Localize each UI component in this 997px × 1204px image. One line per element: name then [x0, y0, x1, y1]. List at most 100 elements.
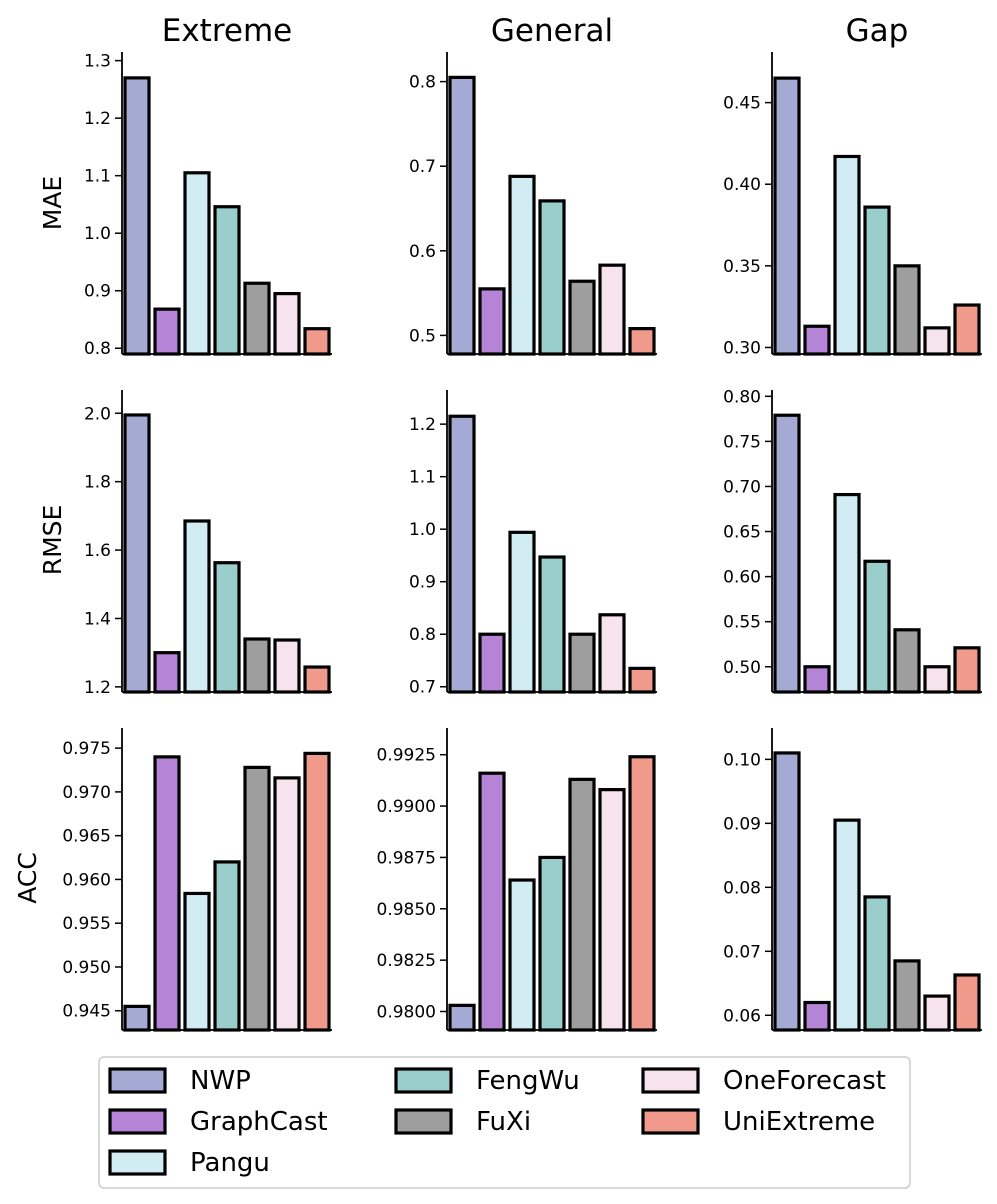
y-tick-label: 0.40 [723, 175, 761, 195]
bar-uniextreme [628, 327, 656, 356]
bar-graphcast [153, 755, 181, 1032]
legend-label: FengWu [476, 1066, 580, 1096]
y-tick-label: 0.07 [723, 942, 761, 962]
bar-pangu [833, 818, 861, 1032]
bar-pangu [508, 878, 536, 1032]
bar-fuxi [568, 279, 596, 356]
y-tick-label: 0.35 [723, 257, 761, 277]
bar-oneforecast [598, 613, 626, 694]
y-tick-label: 0.7 [409, 157, 436, 177]
bar-oneforecast [598, 788, 626, 1032]
bar-pangu [833, 492, 861, 694]
panel-mae-extreme: 0.8 0.9 1.0 1.1 1.2 1.3 [84, 52, 332, 359]
legend-item-fuxi: FuXi [394, 1107, 531, 1137]
y-tick-label: 0.960 [62, 870, 111, 890]
y-tick-label: 0.9800 [377, 1003, 436, 1023]
column-title-extreme: Extreme [162, 13, 293, 49]
bar-oneforecast [923, 326, 951, 356]
bar-fengwu [213, 205, 241, 356]
bar-fuxi [568, 632, 596, 694]
bar-pangu [183, 171, 211, 356]
y-tick-label: 0.9 [409, 573, 436, 593]
y-tick-label: 2.0 [84, 404, 111, 424]
bar-oneforecast [273, 638, 301, 694]
y-tick-label: 1.6 [84, 541, 111, 561]
legend-item-nwp: NWP [108, 1066, 251, 1096]
panel-acc-extreme: 0.945 0.950 0.955 0.960 0.965 0.970 0.975 [62, 728, 332, 1032]
bar-oneforecast [273, 292, 301, 356]
bar-uniextreme [303, 327, 331, 356]
legend-label: OneForecast [723, 1066, 886, 1096]
panel-rmse-extreme: 1.2 1.4 1.6 1.8 2.0 [84, 390, 332, 698]
bar-fengwu [863, 205, 891, 356]
bar-pangu [833, 154, 861, 356]
row-labels: MAE RMSE ACC [13, 176, 67, 904]
bar-fengwu [538, 555, 566, 694]
legend-label: GraphCast [190, 1107, 328, 1137]
bar-nwp [448, 75, 476, 356]
y-tick-label: 0.9925 [377, 746, 436, 766]
panel-rmse-gap: 0.50 0.55 0.60 0.65 0.70 0.75 0.80 [723, 387, 982, 694]
y-tick-label: 0.08 [723, 878, 761, 898]
y-tick-label: 0.8 [409, 625, 436, 645]
bar-fuxi [893, 264, 921, 356]
y-tick-label: 0.70 [723, 477, 761, 497]
y-tick-label: 1.2 [84, 109, 111, 129]
bar-uniextreme [628, 755, 656, 1032]
legend-label: NWP [190, 1066, 251, 1096]
bar-nwp [448, 1003, 476, 1032]
y-tick-label: 0.75 [723, 432, 761, 452]
legend-frame [98, 1056, 911, 1189]
bar-pangu [508, 530, 536, 694]
bar-fuxi [568, 777, 596, 1032]
y-tick-label: 0.8 [409, 73, 436, 93]
y-tick-label: 1.4 [84, 609, 111, 629]
y-tick-label: 0.06 [723, 1006, 761, 1026]
y-tick-label: 0.975 [62, 739, 111, 759]
bar-graphcast [803, 324, 831, 356]
y-tick-label: 0.9900 [377, 797, 436, 817]
bar-nwp [773, 751, 801, 1032]
legend-swatch [108, 1108, 167, 1135]
y-tick-label: 1.2 [84, 678, 111, 698]
bar-nwp [773, 76, 801, 356]
legend-swatch [108, 1067, 167, 1094]
bar-pangu [183, 519, 211, 694]
legend-swatch [641, 1067, 700, 1094]
bar-graphcast [153, 651, 181, 694]
legend-item-fengwu: FengWu [394, 1066, 580, 1096]
bar-nwp [123, 76, 151, 356]
y-tick-label: 0.7 [409, 678, 436, 698]
legend-item-graphcast: GraphCast [108, 1107, 328, 1137]
row-label-mae: MAE [38, 176, 67, 230]
bar-fuxi [893, 959, 921, 1032]
column-titles: Extreme General Gap [162, 13, 909, 49]
y-tick-label: 0.09 [723, 814, 761, 834]
y-tick-label: 1.3 [84, 52, 111, 72]
bar-fengwu [538, 855, 566, 1032]
bar-panels: 0.80.91.01.11.21.30.50.60.70.80.300.350.… [62, 52, 982, 1032]
column-title-gap: Gap [846, 13, 909, 49]
y-tick-label: 0.10 [723, 750, 761, 770]
bar-graphcast [803, 1000, 831, 1032]
bar-graphcast [478, 771, 506, 1032]
y-tick-label: 0.970 [62, 783, 111, 803]
y-tick-label: 1.0 [84, 224, 111, 244]
y-tick-label: 0.45 [723, 94, 761, 114]
row-label-acc: ACC [13, 852, 42, 904]
panel-acc-general: 0.9800 0.9825 0.9850 0.9875 0.9900 0.9925 [377, 728, 657, 1032]
column-title-general: General [491, 13, 613, 49]
y-tick-label: 1.0 [409, 520, 436, 540]
y-tick-label: 0.9825 [377, 951, 436, 971]
y-tick-label: 0.60 [723, 568, 761, 588]
bar-fuxi [243, 637, 271, 694]
bar-fengwu [538, 199, 566, 356]
legend-label: UniExtreme [723, 1107, 875, 1137]
y-tick-label: 0.950 [62, 958, 111, 978]
bar-fengwu [863, 559, 891, 694]
bar-uniextreme [953, 973, 981, 1032]
panel-acc-gap: 0.06 0.07 0.08 0.09 0.10 [723, 728, 982, 1032]
bar-graphcast [153, 307, 181, 356]
panel-rmse-general: 0.7 0.8 0.9 1.0 1.1 1.2 [409, 390, 657, 698]
